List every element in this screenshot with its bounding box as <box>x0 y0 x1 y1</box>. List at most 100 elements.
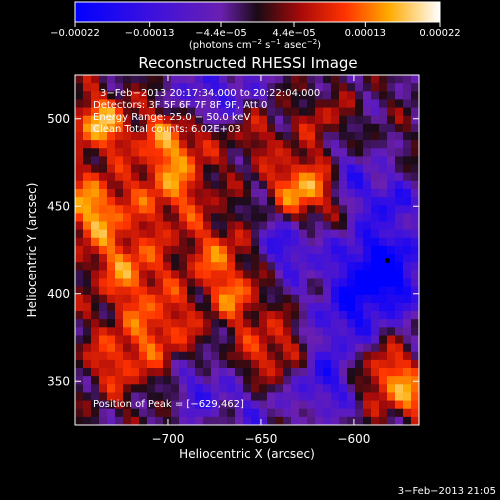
heatmap-cell <box>371 205 380 214</box>
heatmap-cell <box>259 368 268 377</box>
heatmap-cell <box>91 359 100 369</box>
heatmap-cell <box>83 237 92 247</box>
heatmap-cell <box>379 75 388 84</box>
heatmap-cell <box>355 75 364 84</box>
heatmap-cell <box>91 188 100 198</box>
heatmap-cell <box>147 286 156 296</box>
heatmap-cell <box>307 229 316 239</box>
heatmap-cell <box>211 294 220 304</box>
heatmap-cell <box>355 270 364 279</box>
heatmap-cell <box>307 205 316 214</box>
heatmap-cell <box>163 83 172 92</box>
heatmap-cell <box>91 172 100 182</box>
heatmap-cell <box>355 392 364 401</box>
heatmap-cell <box>131 99 140 108</box>
heatmap-cell <box>99 262 108 271</box>
heatmap-cell <box>267 245 276 255</box>
heatmap-cell <box>331 123 340 133</box>
heatmap-cell <box>411 205 419 214</box>
heatmap-cell <box>387 416 396 425</box>
heatmap-cell <box>411 254 419 263</box>
heatmap-cell <box>179 359 188 369</box>
heatmap-cell <box>403 229 412 239</box>
heatmap-cell <box>227 376 236 385</box>
heatmap-cell <box>387 351 396 361</box>
heatmap-cell <box>131 335 140 345</box>
heatmap-cell <box>115 400 124 410</box>
heatmap-cell <box>187 115 196 125</box>
heatmap-cell <box>395 319 404 328</box>
heatmap-cell <box>163 180 172 190</box>
heatmap-cell <box>379 131 388 141</box>
heatmap-cell <box>115 408 124 418</box>
heatmap-cell <box>275 335 284 345</box>
heatmap-cell <box>275 351 284 361</box>
heatmap-cell <box>267 254 276 263</box>
heatmap-cell <box>107 75 116 84</box>
heatmap-cell <box>315 416 324 425</box>
heatmap-cell <box>323 237 332 247</box>
heatmap-cell <box>323 359 332 369</box>
heatmap-cell <box>251 115 260 125</box>
heatmap-cell <box>299 400 308 410</box>
heatmap-cell <box>411 319 419 328</box>
heatmap-cell <box>91 213 100 222</box>
heatmap-cell <box>395 229 404 239</box>
heatmap-cell <box>243 286 252 296</box>
heatmap-cell <box>411 384 419 393</box>
heatmap-cell <box>323 213 332 222</box>
heatmap-cell <box>267 368 276 377</box>
heatmap-cell <box>379 156 388 165</box>
heatmap-cell <box>307 319 316 328</box>
heatmap-cell <box>107 180 116 190</box>
heatmap-cell <box>315 376 324 385</box>
heatmap-cell <box>355 384 364 393</box>
heatmap-cell <box>107 343 116 353</box>
heatmap-cell <box>363 205 372 214</box>
heatmap-cell <box>299 197 308 206</box>
heatmap-cell <box>243 351 252 361</box>
heatmap-cell <box>139 392 148 401</box>
heatmap-cell <box>331 237 340 247</box>
heatmap-cell <box>83 107 92 117</box>
heatmap-cell <box>91 319 100 328</box>
annotation-clean: Clean Total counts: 6.02E+03 <box>93 124 241 135</box>
heatmap-cell <box>339 286 348 296</box>
heatmap-cell <box>371 302 380 312</box>
heatmap-cell <box>179 229 188 239</box>
heatmap-cell <box>171 254 180 263</box>
heatmap-cell <box>115 197 124 206</box>
heatmap-cell <box>163 416 172 425</box>
heatmap-cell <box>259 302 268 312</box>
heatmap-cell <box>267 278 276 288</box>
heatmap-cell <box>379 107 388 117</box>
heatmap-cell <box>115 188 124 198</box>
heatmap-cell <box>283 286 292 296</box>
heatmap-cell <box>403 343 412 353</box>
heatmap-cell <box>179 319 188 328</box>
heatmap-cell <box>139 294 148 304</box>
heatmap-cell <box>267 270 276 279</box>
heatmap-cell <box>371 213 380 222</box>
heatmap-cell <box>219 237 228 247</box>
heatmap-cell <box>179 368 188 377</box>
heatmap-cell <box>307 351 316 361</box>
heatmap-cell <box>275 400 284 410</box>
heatmap-cell <box>123 99 132 108</box>
heatmap-cell <box>347 302 356 312</box>
heatmap-cell <box>355 400 364 410</box>
heatmap-cell <box>331 205 340 214</box>
heatmap-cell <box>259 148 268 157</box>
heatmap-cell <box>163 368 172 377</box>
heatmap-cell <box>107 384 116 393</box>
heatmap-cell <box>251 245 260 255</box>
heatmap-cell <box>299 351 308 361</box>
heatmap-cell <box>283 229 292 239</box>
heatmap-cell <box>251 311 260 320</box>
heatmap-cell <box>355 83 364 92</box>
heatmap-cell <box>147 359 156 369</box>
heatmap-cell <box>115 123 124 133</box>
heatmap-cell <box>131 205 140 214</box>
heatmap-cell <box>355 123 364 133</box>
